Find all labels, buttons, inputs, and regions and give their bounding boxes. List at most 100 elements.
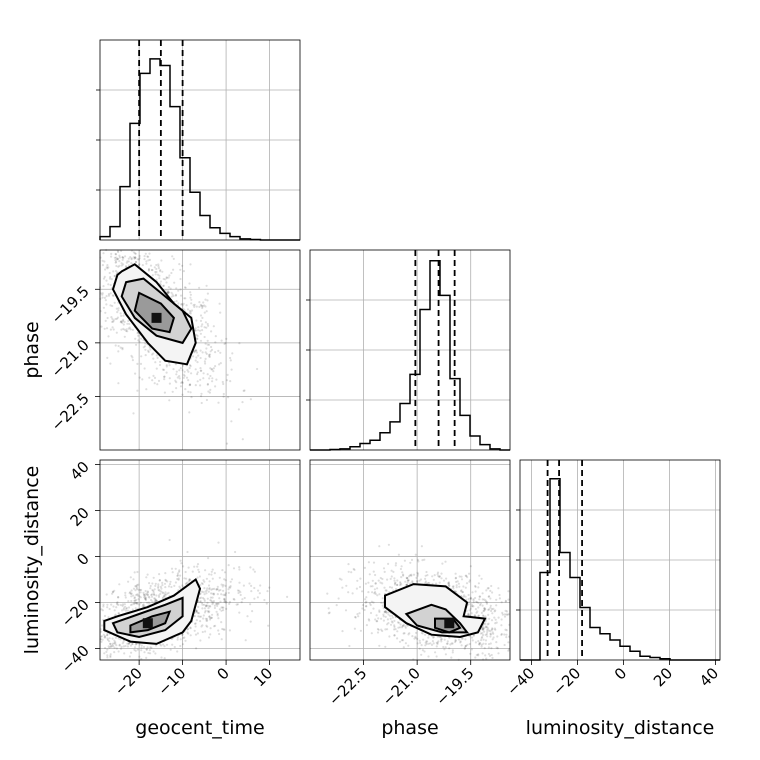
sample-point [378, 545, 381, 548]
sample-point [136, 258, 139, 261]
sample-point [207, 557, 210, 560]
sample-point [147, 267, 151, 271]
sample-point [162, 592, 165, 595]
sample-point [187, 627, 190, 631]
sample-point [133, 648, 136, 651]
sample-point [206, 601, 209, 604]
sample-point [487, 613, 490, 617]
sample-point [177, 577, 180, 580]
sample-point [200, 590, 204, 593]
sample-point [256, 367, 259, 371]
sample-point [130, 589, 133, 592]
sample-point [397, 621, 401, 624]
sample-point [478, 598, 481, 601]
sample-point [122, 607, 125, 610]
sample-point [103, 652, 106, 655]
sample-point [124, 596, 127, 599]
hist-bar [180, 158, 190, 240]
sample-point [199, 639, 202, 642]
sample-point [169, 287, 172, 290]
sample-point [426, 574, 429, 577]
sample-point [145, 576, 148, 579]
sample-point [113, 642, 116, 645]
sample-point [177, 578, 180, 581]
sample-point [410, 558, 414, 562]
sample-point [471, 636, 474, 639]
sample-point [494, 618, 497, 621]
sample-point [452, 585, 455, 588]
sample-point [159, 643, 162, 646]
sample-point [472, 634, 475, 637]
sample-point [189, 365, 192, 368]
sample-point [199, 615, 203, 618]
sample-point [189, 383, 192, 386]
sample-point [181, 364, 185, 367]
sample-point [470, 612, 473, 615]
sample-point [358, 585, 362, 589]
contour-line [103, 577, 202, 645]
sample-point [447, 582, 450, 585]
sample-point [327, 607, 330, 610]
sample-point [219, 600, 222, 603]
sample-point [114, 641, 117, 644]
sample-point [151, 593, 154, 596]
sample-point [126, 645, 129, 648]
sample-point [127, 580, 130, 583]
sample-point [203, 603, 206, 606]
sample-point [395, 587, 398, 591]
sample-point [157, 595, 161, 599]
sample-point [114, 344, 117, 347]
sample-point [155, 263, 158, 267]
sample-point [484, 625, 487, 628]
sample-point [386, 628, 389, 631]
sample-point [202, 614, 205, 617]
sample-point [208, 353, 212, 356]
sample-point [135, 584, 139, 587]
sample-point [176, 574, 179, 577]
sample-point [132, 594, 135, 597]
sample-point [487, 652, 490, 656]
sample-point [197, 326, 200, 329]
sample-point [118, 260, 121, 263]
sample-point [138, 603, 141, 606]
sample-point [157, 583, 160, 586]
sample-point [390, 620, 393, 623]
hist-bar [370, 440, 380, 450]
sample-point [143, 651, 146, 654]
sample-point [393, 619, 396, 623]
sample-point [124, 594, 127, 597]
sample-point [351, 592, 354, 595]
scatter-panel-phase-vs-luminosity_distance [309, 459, 511, 661]
sample-point [117, 250, 120, 254]
hist-bar [360, 444, 370, 450]
sample-point [468, 609, 471, 612]
sample-point [131, 642, 134, 646]
sample-point [111, 637, 114, 640]
sample-point [120, 320, 123, 323]
sample-point [139, 591, 142, 594]
sample-point [215, 378, 218, 381]
sample-point [144, 593, 147, 596]
sample-point [477, 654, 480, 657]
sample-point [465, 582, 469, 585]
hist-bar [610, 640, 620, 660]
sample-point [478, 595, 482, 598]
sample-point [106, 656, 109, 659]
sample-point [114, 317, 117, 321]
sample-point [117, 596, 120, 599]
sample-point [158, 579, 161, 582]
sample-point [204, 305, 207, 308]
sample-point [374, 592, 377, 596]
sample-point [472, 599, 475, 602]
sample-point [122, 263, 125, 266]
sample-point [372, 570, 375, 573]
sample-point [182, 637, 185, 640]
sample-point [505, 633, 508, 636]
sample-point [117, 382, 120, 385]
sample-point [104, 268, 107, 271]
sample-point [365, 605, 368, 608]
sample-point [115, 256, 118, 259]
sample-point [158, 579, 161, 582]
y-tick-label: −21.0 [48, 336, 93, 381]
contour-line [111, 596, 184, 639]
